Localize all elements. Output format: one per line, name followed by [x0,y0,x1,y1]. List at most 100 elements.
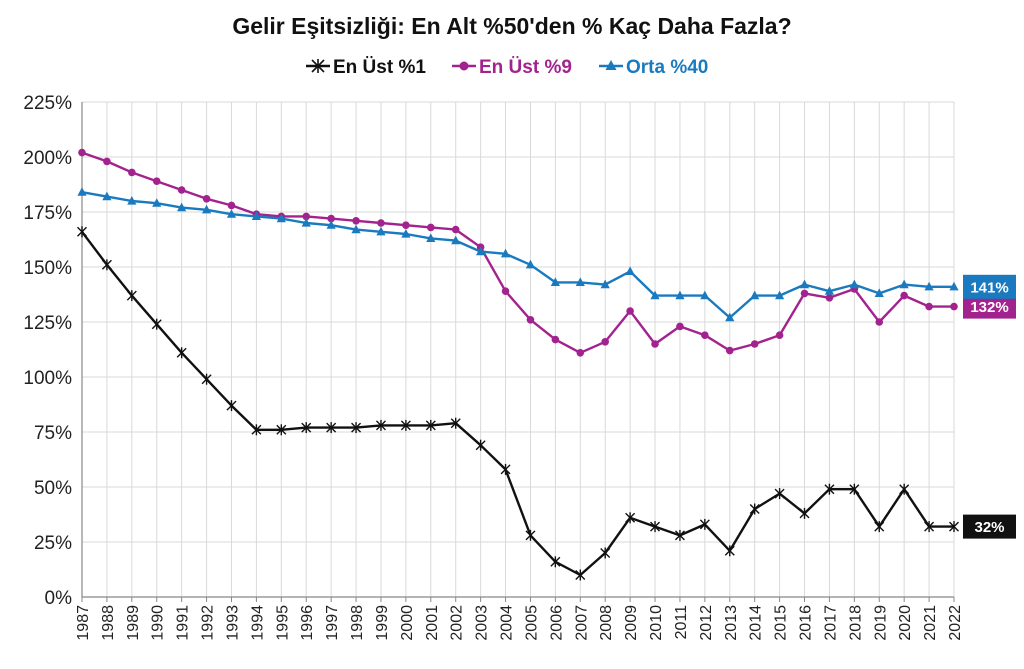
legend-item-orta-40: Orta %40 [599,57,708,78]
x-tick-label: 1996 [299,605,316,641]
x-tick-label: 2002 [449,605,466,641]
data-point-en-ust-9 [825,294,834,302]
data-point-en-ust-1 [824,483,835,495]
data-point-en-ust-1 [400,419,411,431]
end-label-text-en-ust-1: 32% [974,519,1004,536]
data-point-en-ust-9 [651,340,659,348]
data-point-orta-40 [874,288,884,297]
data-point-en-ust-9 [202,195,211,203]
data-point-orta-40 [276,213,286,223]
data-point-orta-40 [251,211,261,220]
y-tick-label: 225% [23,93,72,114]
data-point-en-ust-9 [152,177,161,185]
y-axis-ticks: 0% 25% 50% 75% 100% 125% 150% 175% 200% 225% [23,93,72,609]
data-point-en-ust-1 [176,347,187,359]
data-point-orta-40 [426,233,436,242]
end-label-en-ust-1: 32% [963,514,1016,539]
data-point-en-ust-1 [774,488,785,500]
data-point-en-ust-1 [849,483,860,495]
data-point-orta-40 [201,204,212,214]
data-point-orta-40 [650,290,660,300]
legend-item-en-ust-1: En Üst %1 [306,57,426,78]
data-point-en-ust-9 [676,322,684,331]
x-tick-label: 1998 [349,605,366,641]
end-label-orta-40: 141% [963,274,1016,299]
x-tick-label: 2012 [698,605,715,641]
data-point-en-ust-1 [674,529,685,541]
x-tick-label: 2016 [798,605,815,641]
data-point-orta-40 [152,198,162,207]
data-point-en-ust-9 [875,318,884,326]
y-tick-label: 100% [23,368,72,389]
data-point-en-ust-1 [600,547,611,559]
data-point-en-ust-9 [925,302,933,311]
x-tick-label: 2011 [673,605,690,640]
data-point-en-ust-1 [425,419,436,431]
data-point-orta-40 [575,277,585,286]
x-tick-label: 1999 [374,605,391,641]
data-point-en-ust-1 [351,422,362,434]
data-point-en-ust-9 [128,168,136,177]
y-tick-label: 75% [34,423,72,444]
data-point-en-ust-1 [699,518,710,530]
data-point-en-ust-1 [899,483,910,495]
x-tick-label: 2022 [947,605,964,641]
data-point-en-ust-1 [77,226,87,238]
data-point-orta-40 [177,202,187,212]
end-label-box-en-ust-1 [963,514,1016,539]
data-point-en-ust-9 [950,302,958,311]
x-tick-label: 2009 [623,605,640,641]
data-point-en-ust-9 [377,219,385,227]
x-tick-label: 2003 [474,605,491,641]
data-point-en-ust-1 [749,503,760,515]
x-tick-label: 1992 [200,605,217,641]
series-en-ust-1 [77,226,959,581]
data-point-en-ust-1 [450,417,461,429]
legend-item-en-ust-9: En Üst %9 [452,57,572,78]
x-tick-label: 1995 [274,605,291,641]
data-point-en-ust-9 [526,316,535,324]
legend-label-orta-40: Orta %40 [626,57,708,78]
x-tick-label: 1997 [324,605,341,641]
data-point-en-ust-9 [775,331,784,340]
x-tick-label: 1993 [224,605,241,641]
y-tick-label: 200% [23,148,72,169]
x-tick-label: 1988 [100,605,117,641]
data-point-en-ust-9 [701,331,709,340]
legend-marker-en-ust-9 [459,61,469,71]
data-point-en-ust-9 [750,340,759,348]
x-tick-label: 2005 [523,605,540,641]
x-tick-label: 2001 [424,605,441,641]
data-point-orta-40 [775,290,785,300]
y-tick-label: 175% [23,203,72,224]
data-point-en-ust-9 [227,201,236,210]
data-point-orta-40 [376,226,386,236]
data-point-en-ust-1 [500,463,511,475]
data-point-en-ust-9 [551,335,560,344]
series-line-orta-40 [81,191,954,319]
x-tick-label: 2019 [872,605,889,641]
x-tick-label: 1990 [150,605,167,641]
x-tick-label: 1991 [175,605,192,641]
data-point-orta-40 [525,259,536,269]
data-point-en-ust-1 [874,521,885,533]
data-point-orta-40 [127,196,137,205]
y-tick-label: 50% [34,478,72,499]
data-point-en-ust-1 [475,439,486,451]
data-point-orta-40 [924,281,934,291]
data-point-en-ust-1 [301,422,312,434]
data-point-en-ust-1 [724,545,735,557]
data-point-en-ust-9 [402,221,410,229]
data-point-en-ust-9 [327,214,335,223]
data-point-en-ust-1 [226,400,237,412]
data-point-en-ust-1 [525,529,536,541]
data-point-en-ust-9 [626,307,634,315]
y-tick-label: 0% [45,588,73,609]
data-point-orta-40 [451,235,461,245]
data-point-orta-40 [476,246,486,256]
data-point-orta-40 [849,279,859,289]
data-point-en-ust-9 [501,287,510,296]
end-labels: 32% 132% 141% [963,274,1016,539]
data-point-en-ust-9 [177,186,186,194]
x-tick-label: 2006 [548,605,565,641]
